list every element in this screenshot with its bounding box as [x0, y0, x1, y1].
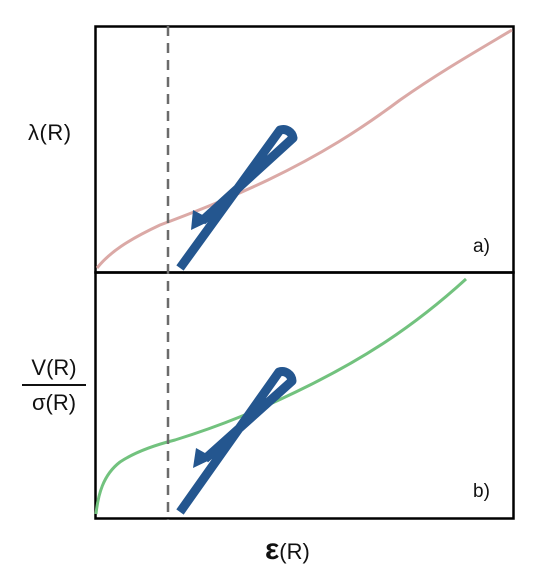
x-label-symbol: ε	[265, 533, 280, 566]
x-axis-label: ε(R)	[265, 533, 310, 567]
panel-a-tag: a)	[473, 236, 490, 257]
curve-a	[95, 28, 513, 269]
curve-b	[94, 277, 468, 515]
y-label-denominator: σ(R)	[31, 390, 77, 415]
fraction-bar	[22, 384, 86, 386]
panel-b-tag: b)	[473, 481, 490, 502]
hairpin-arrow-icon	[176, 125, 298, 271]
panel-a-frame	[94, 25, 515, 274]
y-label-numerator: V(R)	[31, 355, 77, 380]
y-axis-label-bottom: V(R) σ(R)	[22, 355, 86, 416]
y-axis-label-top: λ(R)	[28, 120, 72, 145]
hairpin-arrow-icon	[176, 367, 297, 515]
x-label-argument: (R)	[279, 539, 310, 564]
panel-b-frame	[94, 271, 515, 520]
